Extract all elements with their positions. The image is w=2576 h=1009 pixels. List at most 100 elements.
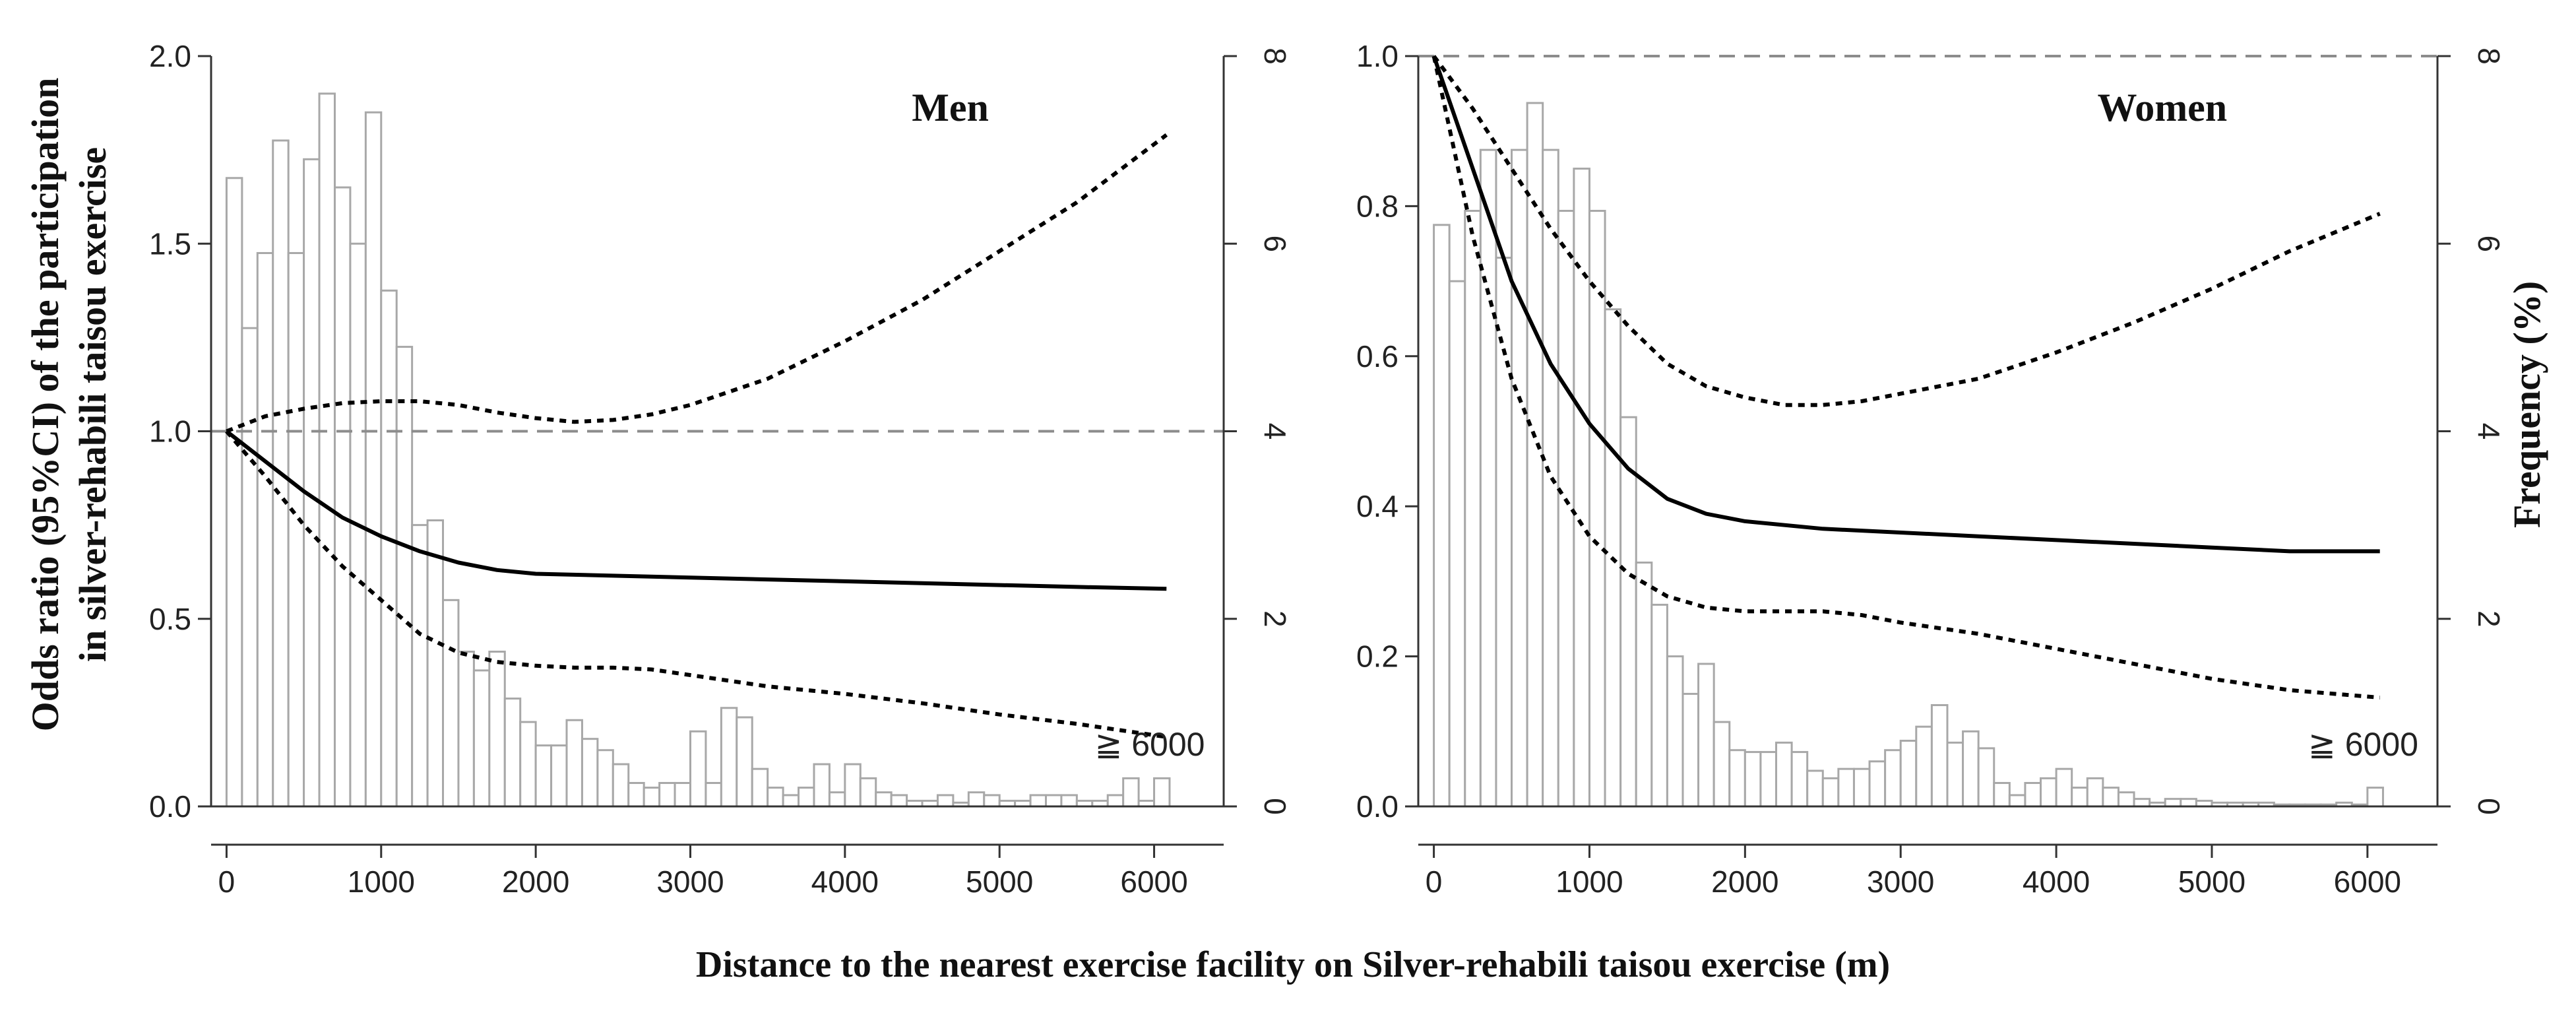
histogram-bar <box>256 251 274 808</box>
histogram-bar <box>2024 781 2042 808</box>
histogram-bar <box>565 719 583 808</box>
histogram-bar <box>2133 798 2151 808</box>
histogram-bar <box>1666 655 1684 808</box>
histogram-bar <box>1619 416 1637 808</box>
histogram-bar <box>442 599 460 808</box>
histogram-bar <box>2117 791 2135 808</box>
y-tick-label-left: 0.0 <box>149 789 191 824</box>
panel-title-men: Men <box>912 86 989 129</box>
histogram-bar <box>767 787 784 808</box>
histogram-bar <box>1106 794 1125 808</box>
histogram-bar <box>2164 798 2182 808</box>
histogram-bar <box>1433 224 1451 808</box>
histogram-bar <box>689 730 707 808</box>
histogram-women <box>1433 102 2384 808</box>
y-axis-label-right: Frequency (%) <box>2505 281 2548 528</box>
histogram-bar <box>627 781 645 808</box>
x-tick-label: 4000 <box>2023 864 2090 899</box>
y-tick-label-right: 6 <box>2472 235 2506 252</box>
odds-ratio-line <box>225 430 1167 591</box>
histogram-bar <box>1915 725 1933 808</box>
histogram-bar <box>2366 787 2384 808</box>
histogram-bar <box>1946 741 1964 808</box>
histogram-bar <box>1557 210 1575 808</box>
histogram-bar <box>2180 798 2197 808</box>
y-tick-label-left: 1.0 <box>1356 39 1398 73</box>
histogram-bar <box>472 669 491 808</box>
histogram-bar <box>1464 210 1482 808</box>
x-tick-label: 2000 <box>502 864 569 899</box>
histogram-bar <box>2008 794 2026 808</box>
histogram-bar <box>225 177 243 808</box>
histogram-bar <box>1495 257 1513 808</box>
x-tick-label: 0 <box>1426 864 1443 899</box>
histogram-bar <box>1884 749 1902 808</box>
x-tick-label: 3000 <box>656 864 724 899</box>
histogram-bar <box>1837 767 1855 808</box>
x-tick-label: 5000 <box>966 864 1033 899</box>
histogram-bar <box>1650 603 1668 808</box>
y-tick-label-left: 0.2 <box>1356 639 1398 674</box>
histogram-bar <box>612 763 630 808</box>
histogram-bar <box>1977 747 1995 808</box>
histogram-bar <box>705 781 722 808</box>
histogram-bar <box>1806 769 1824 808</box>
histogram-bar <box>380 289 398 808</box>
histogram-bar <box>2102 787 2120 808</box>
x-tick-label: 6000 <box>1120 864 1187 899</box>
histogram-bar <box>303 158 321 808</box>
histogram-bar <box>1681 692 1700 808</box>
odds-ratio-line <box>1431 55 2380 554</box>
histogram-bar <box>1868 760 1887 808</box>
histogram-bar <box>967 791 986 808</box>
histogram-bar <box>643 787 661 808</box>
x-tick-label: 0 <box>218 864 236 899</box>
histogram-men <box>225 92 1171 808</box>
y-axis-label-left-line1: Odds ratio (95%CI) of the participation <box>24 78 67 732</box>
y-tick-label-right: 6 <box>1258 235 1292 252</box>
histogram-bar <box>1790 751 1809 808</box>
x-tick-label: 1000 <box>1555 864 1623 899</box>
histogram-bar <box>1821 777 1840 808</box>
histogram-bar <box>983 794 1001 808</box>
histogram-bar <box>287 251 305 808</box>
curves-men <box>225 133 1168 739</box>
axes-men: 0.0 0.5 1.0 1.5 2.0 0 2 4 6 8 0 1000 2000 3000 4000 500… <box>149 39 1292 899</box>
ci-lower-line <box>225 430 1167 739</box>
y-tick-label-left: 0.0 <box>1356 789 1398 824</box>
histogram-bar <box>1775 741 1793 808</box>
histogram-bar <box>1029 794 1047 808</box>
histogram-bar <box>1852 767 1871 808</box>
y-tick-label-left: 1.0 <box>149 414 191 449</box>
x-tick-label: 6000 <box>2334 864 2401 899</box>
histogram-bar <box>550 744 568 808</box>
annotation-women: ≧ 6000 <box>2308 726 2418 763</box>
histogram-bar <box>1153 777 1171 808</box>
y-tick-label-right: 8 <box>1258 48 1292 65</box>
axes-women: 0.0 0.2 0.4 0.6 0.8 1.0 0 2 4 6 8 0 1000 2000 3000 4000… <box>1356 39 2506 899</box>
y-tick-label-right: 4 <box>2472 423 2506 440</box>
y-tick-label-left: 0.4 <box>1356 489 1398 523</box>
x-tick-label: 1000 <box>348 864 415 899</box>
histogram-bar <box>318 92 336 808</box>
x-tick-label: 2000 <box>1711 864 1778 899</box>
histogram-bar <box>658 781 676 808</box>
histogram-bar <box>1448 280 1466 808</box>
y-tick-label-right: 8 <box>2472 48 2506 65</box>
histogram-bar <box>782 794 800 808</box>
histogram-bar <box>333 186 352 808</box>
panel-women: 0.0 0.2 0.4 0.6 0.8 1.0 0 2 4 6 8 0 1000 2000 3000 4000… <box>1356 39 2506 899</box>
y-tick-label-right: 2 <box>2472 610 2506 628</box>
histogram-bar <box>1060 794 1078 808</box>
histogram-bar <box>364 111 383 808</box>
histogram-bar <box>1759 751 1778 808</box>
y-tick-label-left: 0.5 <box>149 602 191 636</box>
ci-lower-line <box>1431 55 2380 700</box>
y-tick-label-left: 0.8 <box>1356 189 1398 223</box>
ci-upper-line <box>226 133 1168 434</box>
histogram-bar <box>581 738 599 808</box>
histogram-bar <box>1588 210 1606 808</box>
y-tick-label-right: 2 <box>1258 610 1292 628</box>
annotation-men: ≧ 6000 <box>1094 726 1205 763</box>
